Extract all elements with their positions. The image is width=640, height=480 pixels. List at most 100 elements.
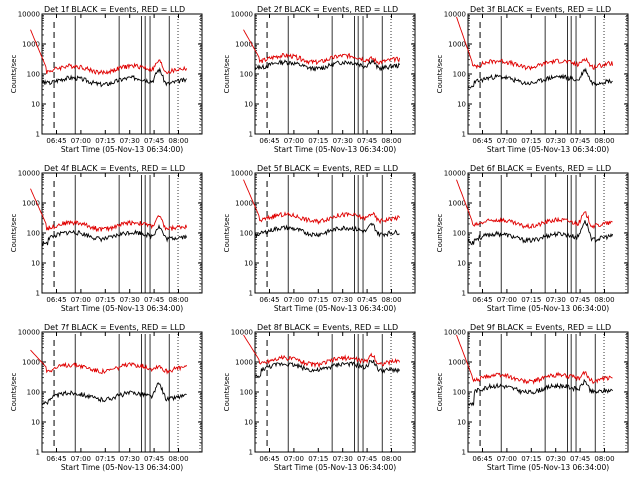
x-tick-label: 07:00 [284,137,304,145]
x-tick-label: 07:15 [95,137,115,145]
detector-panel-9: Det 9f BLACK = Events, RED = LLD 1 10 100 10… [436,323,629,472]
y-tick-label: 1000 [235,41,253,49]
x-tick-label: 07:45 [144,296,164,304]
x-tick-label: 06:45 [472,296,492,304]
x-tick-label: 07:45 [144,455,164,463]
y-tick-label: 1 [462,290,466,298]
series-lld-line [456,179,613,230]
y-tick-label: 1000 [22,359,40,367]
series-lld-line [243,179,400,225]
x-tick-label: 07:00 [284,296,304,304]
detector-panel-6: Det 6f BLACK = Events, RED = LLD 1 10 100 10… [436,164,629,313]
x-tick-label: 07:00 [497,296,517,304]
x-tick-label: 07:30 [333,296,353,304]
x-tick-label: 07:15 [521,137,541,145]
x-tick-label: 06:45 [46,455,66,463]
series-lld-line [243,29,401,66]
x-tick-label: 07:45 [357,455,377,463]
x-axis-label: Start Time (05-Nov-13 06:34:00) [61,463,183,472]
y-tick-label: 1000 [448,41,466,49]
detector-panel-4: Det 4f BLACK = Events, RED = LLD 1 10 100 10… [10,164,203,313]
y-tick-label: 1000 [22,200,40,208]
x-axis-label: Start Time (05-Nov-13 06:34:00) [274,145,396,154]
x-tick-label: 07:30 [546,455,566,463]
x-tick-label: 07:45 [570,137,590,145]
x-tick-label: 08:00 [168,137,188,145]
detector-panel-3: Det 3f BLACK = Events, RED = LLD 1 10 100 10… [436,5,629,154]
detector-panel-8: Det 8f BLACK = Events, RED = LLD 1 10 100 10… [223,323,416,472]
x-tick-label: 08:00 [381,296,401,304]
x-axis-label: Start Time (05-Nov-13 06:34:00) [487,463,609,472]
panel-title: Det 8f BLACK = Events, RED = LLD [257,323,398,332]
y-axis-label: Counts/sec [223,55,231,94]
series-lld-line [30,188,188,233]
x-tick-label: 07:30 [333,137,353,145]
x-tick-label: 07:00 [71,137,91,145]
series-events-line [254,359,400,379]
y-tick-label: 100 [240,389,253,397]
y-tick-label: 10000 [444,11,466,19]
x-tick-label: 07:30 [120,455,140,463]
y-tick-label: 100 [453,230,466,238]
y-tick-label: 100 [453,389,466,397]
x-axis-label: Start Time (05-Nov-13 06:34:00) [61,304,183,313]
detector-panel-2: Det 2f BLACK = Events, RED = LLD 1 10 100 10… [223,5,416,154]
y-axis-label: Counts/sec [436,214,444,253]
y-axis-label: Counts/sec [10,214,18,253]
x-tick-label: 07:45 [570,455,590,463]
y-tick-label: 10 [244,260,253,268]
y-tick-label: 10 [457,101,466,109]
x-tick-label: 08:00 [381,455,401,463]
x-tick-label: 07:45 [357,137,377,145]
x-tick-label: 07:15 [521,455,541,463]
y-tick-label: 1000 [448,200,466,208]
x-tick-label: 06:45 [472,137,492,145]
x-axis-label: Start Time (05-Nov-13 06:34:00) [487,304,609,313]
x-axis-label: Start Time (05-Nov-13 06:34:00) [274,463,396,472]
detector-panel-5: Det 5f BLACK = Events, RED = LLD 1 10 100 10… [223,164,416,313]
y-tick-label: 10000 [231,170,253,178]
y-tick-label: 1 [36,131,40,139]
panel-title: Det 5f BLACK = Events, RED = LLD [257,164,398,173]
x-tick-label: 07:30 [120,296,140,304]
y-tick-label: 10 [31,260,40,268]
y-tick-label: 100 [240,230,253,238]
x-tick-label: 06:45 [259,296,279,304]
y-axis-label: Counts/sec [10,55,18,94]
y-tick-label: 100 [27,230,40,238]
panel-title: Det 9f BLACK = Events, RED = LLD [470,323,611,332]
series-events-line [467,220,614,246]
x-tick-label: 08:00 [594,137,614,145]
y-axis-label: Counts/sec [10,373,18,412]
x-axis-label: Start Time (05-Nov-13 06:34:00) [61,145,183,154]
x-tick-label: 06:45 [46,137,66,145]
y-tick-label: 10000 [231,329,253,337]
y-tick-label: 1 [249,131,253,139]
series-lld-line [30,349,187,375]
x-tick-label: 07:15 [95,296,115,304]
y-tick-label: 10000 [444,329,466,337]
series-events-line [254,222,400,238]
panel-title: Det 7f BLACK = Events, RED = LLD [44,323,185,332]
y-tick-label: 1 [462,449,466,457]
y-tick-label: 100 [27,71,40,79]
y-tick-label: 10000 [444,170,466,178]
y-axis-label: Counts/sec [223,373,231,412]
y-tick-label: 1000 [235,359,253,367]
x-tick-label: 08:00 [381,137,401,145]
y-tick-label: 1000 [235,200,253,208]
y-tick-label: 10 [457,260,466,268]
panel-title: Det 2f BLACK = Events, RED = LLD [257,5,398,14]
y-tick-label: 1 [249,290,253,298]
y-tick-label: 100 [453,71,466,79]
y-tick-label: 100 [27,389,40,397]
detector-panel-1: Det 1f BLACK = Events, RED = LLD 1 10 100 10… [10,5,203,154]
x-tick-label: 08:00 [168,455,188,463]
y-tick-label: 10 [31,419,40,427]
series-lld-line [456,16,614,71]
x-tick-label: 07:45 [570,296,590,304]
x-tick-label: 07:15 [308,137,328,145]
x-tick-label: 07:30 [333,455,353,463]
x-tick-label: 07:15 [95,455,115,463]
series-lld-line [243,334,401,369]
